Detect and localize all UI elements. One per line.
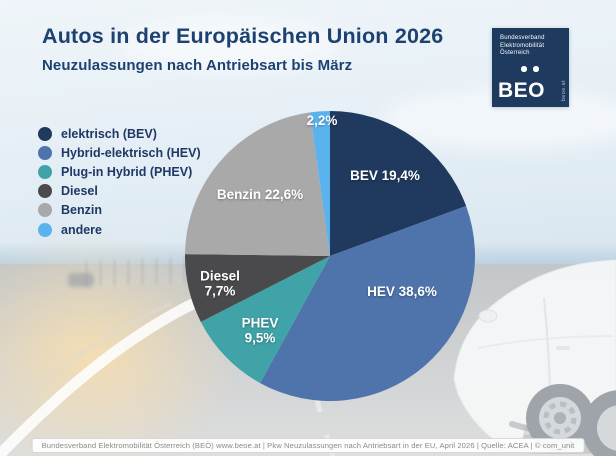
pie-label-benzin: Benzin 22,6%	[217, 187, 303, 202]
logo-acronym: BEO	[498, 79, 546, 102]
legend-item-andere: andere	[38, 220, 201, 239]
legend-item-phev: Plug-in Hybrid (PHEV)	[38, 162, 201, 181]
logo-umlaut-dot	[521, 66, 527, 72]
pie-label-hev: HEV 38,6%	[367, 284, 437, 299]
legend-label: Diesel	[61, 184, 98, 199]
legend-item-bev: elektrisch (BEV)	[38, 124, 201, 143]
legend-swatch-diesel	[38, 184, 52, 199]
logo-website: beoe.at	[561, 79, 567, 101]
pie-slice-phev	[200, 256, 330, 384]
legend-label: elektrisch (BEV)	[61, 126, 157, 141]
legend-item-diesel: Diesel	[38, 182, 201, 201]
cloud-shape	[120, 20, 340, 70]
page-title: Autos in der Europäischen Union 2026	[42, 24, 444, 48]
pie-slice-diesel	[185, 254, 330, 322]
pie-label-bev: BEV 19,4%	[350, 168, 420, 183]
legend-swatch-andere	[38, 222, 52, 237]
pie-slice-bev	[330, 111, 467, 256]
pie-label-phev: PHEV 9,5%	[242, 316, 279, 346]
header: Autos in der Europäischen Union 2026 Neu…	[42, 24, 443, 74]
logo-org-name: Bundesverband Elektromobilität Österreic…	[500, 35, 545, 58]
beo-logo: Bundesverband Elektromobilität Österreic…	[492, 28, 569, 107]
logo-org-line: Österreich	[500, 50, 530, 57]
logo-org-line: Elektromobilität	[500, 42, 545, 49]
pie-chart: BEV 19,4% HEV 38,6% PHEV 9,5%Diesel 7,7% Benz…	[185, 111, 476, 402]
source-footer: Bundesverband Elektromobilität Österreic…	[31, 438, 585, 453]
pie-label-andere: 2,2%	[307, 113, 338, 128]
legend-swatch-hev	[38, 145, 52, 160]
logo-umlaut-dot	[533, 66, 539, 72]
chart-legend: elektrisch (BEV) Hybrid-elektrisch (HEV)…	[38, 124, 201, 239]
pie-label-diesel: Diesel 7,7%	[200, 269, 240, 299]
distant-car	[68, 273, 94, 287]
pie-slice-benzin	[185, 112, 330, 257]
car-mirror	[478, 309, 498, 323]
legend-label: andere	[61, 222, 102, 237]
pie-slice-hev	[260, 206, 476, 402]
legend-swatch-benzin	[38, 203, 52, 218]
legend-label: Benzin	[61, 203, 102, 218]
pie-slice-andere	[310, 111, 330, 256]
page-subtitle: Neuzulassungen nach Antriebsart bis März	[42, 57, 353, 74]
pie-chart-container: BEV 19,4% HEV 38,6% PHEV 9,5% Diesel 7,7% Benz…	[185, 111, 476, 402]
legend-swatch-phev	[38, 164, 52, 179]
legend-label: Plug-in Hybrid (PHEV)	[61, 164, 193, 179]
legend-item-hev: Hybrid-elektrisch (HEV)	[38, 143, 201, 162]
car-door-handle	[556, 346, 570, 350]
legend-label: Hybrid-elektrisch (HEV)	[61, 145, 201, 160]
legend-swatch-bev	[38, 126, 52, 141]
logo-org-line: Bundesverband	[500, 35, 545, 41]
legend-item-benzin: Benzin	[38, 201, 201, 220]
